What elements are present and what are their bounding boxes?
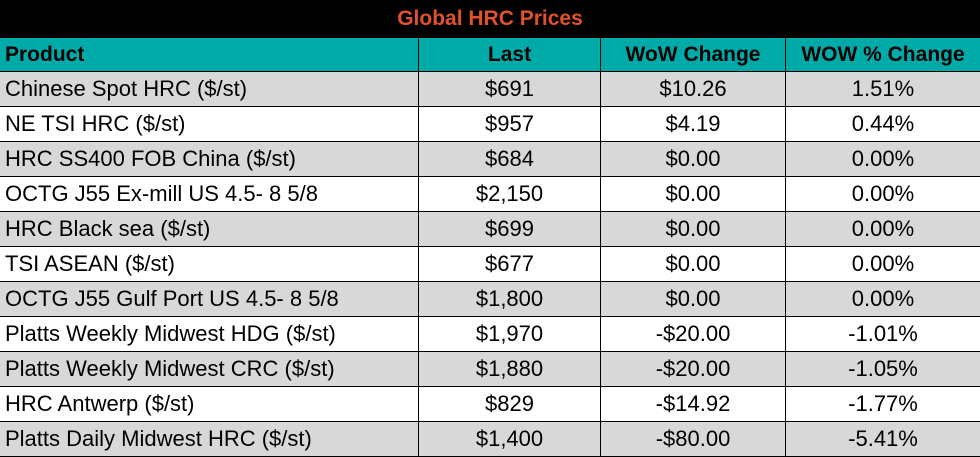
last-cell: $677 [419, 247, 601, 281]
wow-pct-change-cell: -1.77% [786, 387, 980, 421]
wow-pct-change-cell: 0.44% [786, 107, 980, 141]
wow-change-cell: $0.00 [601, 177, 786, 211]
wow-pct-change-cell: 0.00% [786, 282, 980, 316]
last-cell: $1,800 [419, 282, 601, 316]
product-cell: HRC Antwerp ($/st) [0, 387, 419, 421]
wow-change-cell: $0.00 [601, 247, 786, 281]
table-body: Chinese Spot HRC ($/st) $691 $10.26 1.51% NE… [0, 71, 980, 456]
column-header-wow-pct-change: WOW % Change [786, 38, 980, 71]
last-cell: $957 [419, 107, 601, 141]
column-header-last: Last [419, 38, 601, 71]
wow-change-cell: $4.19 [601, 107, 786, 141]
wow-pct-change-cell: 0.00% [786, 212, 980, 246]
wow-change-cell: $0.00 [601, 142, 786, 176]
table-title: Global HRC Prices [0, 0, 980, 38]
product-cell: OCTG J55 Ex-mill US 4.5- 8 5/8 [0, 177, 419, 211]
column-header-product: Product [0, 38, 419, 71]
column-header-wow-change: WoW Change [601, 38, 786, 71]
product-cell: NE TSI HRC ($/st) [0, 107, 419, 141]
wow-change-cell: -$20.00 [601, 317, 786, 351]
last-cell: $2,150 [419, 177, 601, 211]
wow-change-cell: $10.26 [601, 72, 786, 106]
table-row: TSI ASEAN ($/st) $677 $0.00 0.00% [0, 246, 980, 281]
wow-pct-change-cell: -5.41% [786, 422, 980, 456]
last-cell: $1,970 [419, 317, 601, 351]
product-cell: TSI ASEAN ($/st) [0, 247, 419, 281]
wow-pct-change-cell: 0.00% [786, 247, 980, 281]
last-cell: $1,400 [419, 422, 601, 456]
table-row: Chinese Spot HRC ($/st) $691 $10.26 1.51% [0, 71, 980, 106]
last-cell: $1,880 [419, 352, 601, 386]
table-row: Platts Weekly Midwest HDG ($/st) $1,970 -$… [0, 316, 980, 351]
table-row: OCTG J55 Gulf Port US 4.5- 8 5/8 $1,800 $0… [0, 281, 980, 316]
wow-pct-change-cell: -1.01% [786, 317, 980, 351]
last-cell: $684 [419, 142, 601, 176]
product-cell: Chinese Spot HRC ($/st) [0, 72, 419, 106]
wow-change-cell: -$20.00 [601, 352, 786, 386]
table-row: OCTG J55 Ex-mill US 4.5- 8 5/8 $2,150 $0.0… [0, 176, 980, 211]
wow-pct-change-cell: 0.00% [786, 177, 980, 211]
table-row: HRC Black sea ($/st) $699 $0.00 0.00% [0, 211, 980, 246]
wow-pct-change-cell: 0.00% [786, 142, 980, 176]
wow-change-cell: $0.00 [601, 282, 786, 316]
table-row: HRC Antwerp ($/st) $829 -$14.92 -1.77% [0, 386, 980, 421]
product-cell: HRC SS400 FOB China ($/st) [0, 142, 419, 176]
product-cell: Platts Weekly Midwest CRC ($/st) [0, 352, 419, 386]
wow-pct-change-cell: -1.05% [786, 352, 980, 386]
last-cell: $829 [419, 387, 601, 421]
product-cell: OCTG J55 Gulf Port US 4.5- 8 5/8 [0, 282, 419, 316]
product-cell: Platts Daily Midwest HRC ($/st) [0, 422, 419, 456]
last-cell: $691 [419, 72, 601, 106]
wow-change-cell: $0.00 [601, 212, 786, 246]
table-row: HRC SS400 FOB China ($/st) $684 $0.00 0.00% [0, 141, 980, 176]
product-cell: HRC Black sea ($/st) [0, 212, 419, 246]
product-cell: Platts Weekly Midwest HDG ($/st) [0, 317, 419, 351]
table-row: Platts Daily Midwest HRC ($/st) $1,400 -$8… [0, 421, 980, 456]
last-cell: $699 [419, 212, 601, 246]
table-header-row: Product Last WoW Change WOW % Change [0, 38, 980, 71]
wow-change-cell: -$80.00 [601, 422, 786, 456]
wow-pct-change-cell: 1.51% [786, 72, 980, 106]
table-row: Platts Weekly Midwest CRC ($/st) $1,880 -$… [0, 351, 980, 386]
table-row: NE TSI HRC ($/st) $957 $4.19 0.44% [0, 106, 980, 141]
wow-change-cell: -$14.92 [601, 387, 786, 421]
